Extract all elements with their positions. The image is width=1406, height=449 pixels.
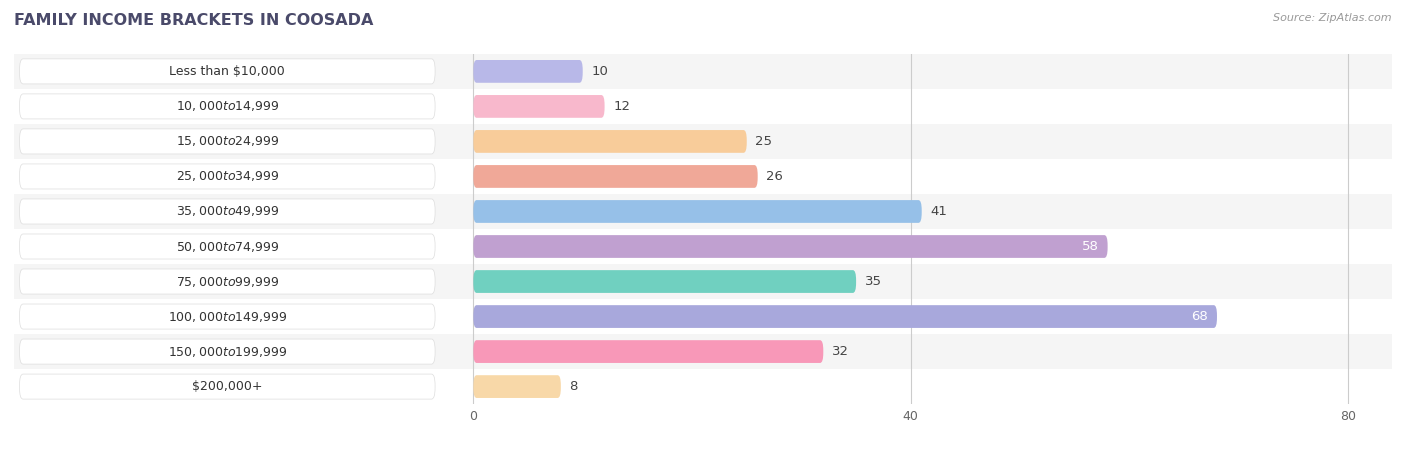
Text: 41: 41 [931,205,948,218]
Text: $75,000 to $99,999: $75,000 to $99,999 [176,274,278,289]
Text: $150,000 to $199,999: $150,000 to $199,999 [167,344,287,359]
Text: 68: 68 [1191,310,1208,323]
FancyBboxPatch shape [474,270,856,293]
Text: FAMILY INCOME BRACKETS IN COOSADA: FAMILY INCOME BRACKETS IN COOSADA [14,13,374,28]
Text: 58: 58 [1083,240,1099,253]
Bar [14,369,1392,404]
FancyBboxPatch shape [474,200,922,223]
FancyBboxPatch shape [20,94,434,119]
Text: Source: ZipAtlas.com: Source: ZipAtlas.com [1274,13,1392,23]
Text: 32: 32 [832,345,849,358]
Bar [14,334,1392,369]
FancyBboxPatch shape [20,164,434,189]
FancyBboxPatch shape [474,165,758,188]
FancyBboxPatch shape [20,339,434,364]
Text: 25: 25 [755,135,772,148]
Text: $100,000 to $149,999: $100,000 to $149,999 [167,309,287,324]
FancyBboxPatch shape [474,235,1108,258]
Text: $35,000 to $49,999: $35,000 to $49,999 [176,204,278,219]
FancyBboxPatch shape [474,130,747,153]
FancyBboxPatch shape [20,304,434,329]
FancyBboxPatch shape [20,374,434,399]
Text: 12: 12 [613,100,630,113]
Text: 10: 10 [592,65,609,78]
FancyBboxPatch shape [20,199,434,224]
FancyBboxPatch shape [20,269,434,294]
Text: 35: 35 [865,275,882,288]
FancyBboxPatch shape [474,305,1218,328]
FancyBboxPatch shape [20,129,434,154]
FancyBboxPatch shape [20,59,434,84]
Text: $10,000 to $14,999: $10,000 to $14,999 [176,99,278,114]
Text: $50,000 to $74,999: $50,000 to $74,999 [176,239,278,254]
Bar [14,194,1392,229]
Bar [14,159,1392,194]
Text: $15,000 to $24,999: $15,000 to $24,999 [176,134,278,149]
FancyBboxPatch shape [474,375,561,398]
Text: $25,000 to $34,999: $25,000 to $34,999 [176,169,278,184]
Bar [14,264,1392,299]
FancyBboxPatch shape [474,95,605,118]
Bar [14,124,1392,159]
Text: 26: 26 [766,170,783,183]
FancyBboxPatch shape [474,340,824,363]
FancyBboxPatch shape [20,234,434,259]
FancyBboxPatch shape [474,60,582,83]
Text: 8: 8 [569,380,578,393]
Bar [14,89,1392,124]
Bar [14,299,1392,334]
Text: Less than $10,000: Less than $10,000 [170,65,285,78]
Text: $200,000+: $200,000+ [193,380,263,393]
Bar [14,229,1392,264]
Bar [14,54,1392,89]
